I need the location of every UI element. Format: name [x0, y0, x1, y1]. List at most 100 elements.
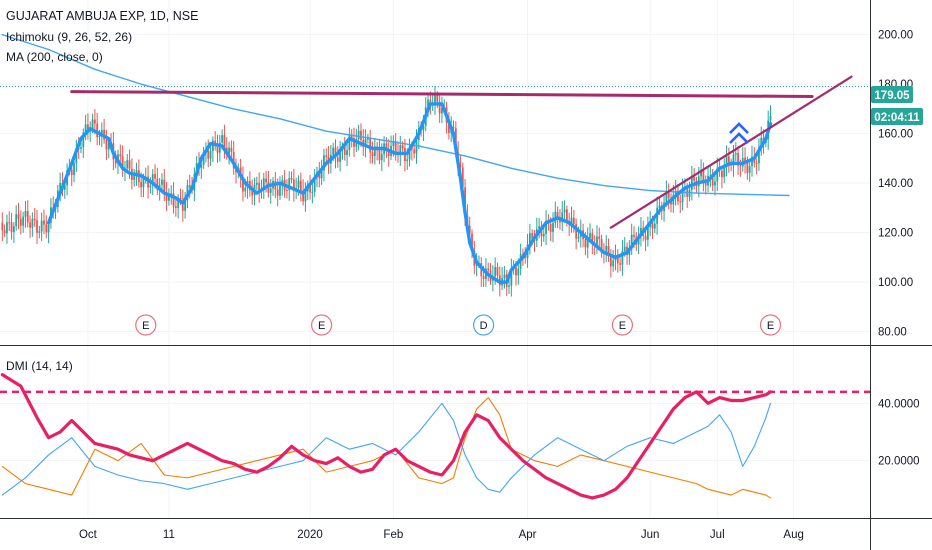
minus-di-line[interactable]	[1, 397, 772, 499]
ichimoku-legend[interactable]: Ichimoku (9, 26, 52, 26)	[6, 30, 132, 44]
candle-body	[475, 264, 478, 266]
candle-body	[126, 160, 129, 169]
candle-body	[447, 122, 450, 133]
candle-body	[653, 223, 656, 229]
candle-body	[302, 190, 305, 202]
candle-body	[19, 218, 22, 226]
candle-body	[151, 174, 154, 186]
candle-body	[184, 199, 187, 211]
candle-body	[91, 119, 94, 130]
candle-body	[107, 141, 110, 150]
trendline[interactable]	[609, 75, 853, 229]
candle-body	[336, 157, 339, 162]
candle-body	[734, 153, 737, 155]
candle-body	[304, 191, 307, 202]
candle-body	[223, 135, 226, 148]
candle-body	[452, 126, 455, 129]
candle-body	[441, 107, 443, 114]
candle-body	[637, 236, 640, 245]
candle-body	[561, 212, 564, 223]
candle-body	[538, 226, 541, 229]
candle-body	[149, 185, 152, 188]
candle-body	[700, 170, 702, 177]
candle-body	[721, 170, 723, 178]
candle-body	[598, 236, 601, 240]
candle-body	[292, 179, 295, 191]
candle-body	[43, 220, 45, 225]
candle-body	[461, 167, 464, 188]
candle-body	[170, 193, 173, 195]
candle-body	[755, 162, 758, 164]
candle-body	[114, 159, 117, 164]
candle-body	[26, 211, 29, 223]
candle-body	[339, 149, 342, 162]
candle-body	[515, 267, 517, 276]
candle-body	[408, 146, 411, 160]
candle-body	[165, 192, 168, 201]
candle-body	[667, 191, 670, 199]
candle-body	[156, 178, 159, 190]
candle-body	[181, 200, 184, 211]
candle-body	[154, 174, 156, 179]
candle-body	[12, 226, 15, 233]
candle-body	[29, 222, 31, 228]
plus-di-line[interactable]	[1, 402, 772, 496]
candle-body	[596, 236, 598, 247]
candle-body	[586, 238, 589, 248]
candle-body	[751, 156, 753, 167]
candle-body	[436, 95, 439, 102]
dmi-pane-plot[interactable]	[0, 373, 870, 500]
ma-200-line[interactable]	[1, 33, 790, 197]
candle-body	[415, 140, 418, 154]
candle-body	[487, 268, 490, 271]
event-marker-circle	[311, 314, 333, 336]
candle-body	[228, 147, 230, 155]
candle-body	[346, 150, 348, 155]
candle-body	[482, 276, 485, 279]
candle-body	[40, 220, 43, 232]
ma-legend[interactable]: MA (200, close, 0)	[6, 50, 103, 64]
candle-body	[36, 220, 38, 233]
candle-body	[723, 166, 726, 178]
event-marker[interactable]: E	[611, 314, 634, 336]
event-marker[interactable]: D	[472, 314, 495, 336]
candle-body	[612, 260, 615, 267]
candle-body	[142, 177, 145, 188]
symbol-title[interactable]: GUJARAT AMBUJA EXP, 1D, NSE	[6, 9, 198, 23]
candle-body	[24, 211, 27, 217]
candle-body	[401, 145, 404, 149]
candle-body	[427, 99, 429, 108]
ichimoku-line[interactable]	[46, 102, 773, 284]
candle-body	[188, 185, 191, 188]
y-tick-label: 120.00	[878, 228, 913, 240]
candle-body	[230, 147, 233, 152]
dmi-legend[interactable]: DMI (14, 14)	[6, 359, 73, 373]
double-chevron-up-icon	[729, 122, 749, 144]
candle-body	[693, 177, 696, 181]
candle-body	[258, 182, 261, 192]
candle-body	[702, 170, 705, 182]
candle-body	[517, 268, 520, 276]
event-marker-circle	[611, 314, 634, 336]
candle-body	[531, 233, 534, 240]
event-marker[interactable]: E	[759, 314, 782, 336]
event-marker[interactable]: E	[311, 314, 333, 336]
candle-body	[276, 189, 279, 196]
candle-body	[262, 178, 265, 190]
adx-line[interactable]	[0, 373, 773, 500]
candle-body	[353, 138, 355, 147]
x-tick-label: Oct	[79, 529, 98, 541]
candle-body	[364, 138, 367, 148]
candle-body	[288, 178, 291, 191]
candle-body	[371, 152, 374, 157]
candle-body	[607, 246, 610, 256]
candle-body	[584, 239, 587, 248]
candle-body	[746, 162, 749, 173]
event-marker[interactable]: E	[135, 314, 157, 336]
resistance-line[interactable]	[70, 90, 814, 99]
event-marker-label: E	[619, 320, 626, 332]
candle-body	[209, 151, 212, 159]
